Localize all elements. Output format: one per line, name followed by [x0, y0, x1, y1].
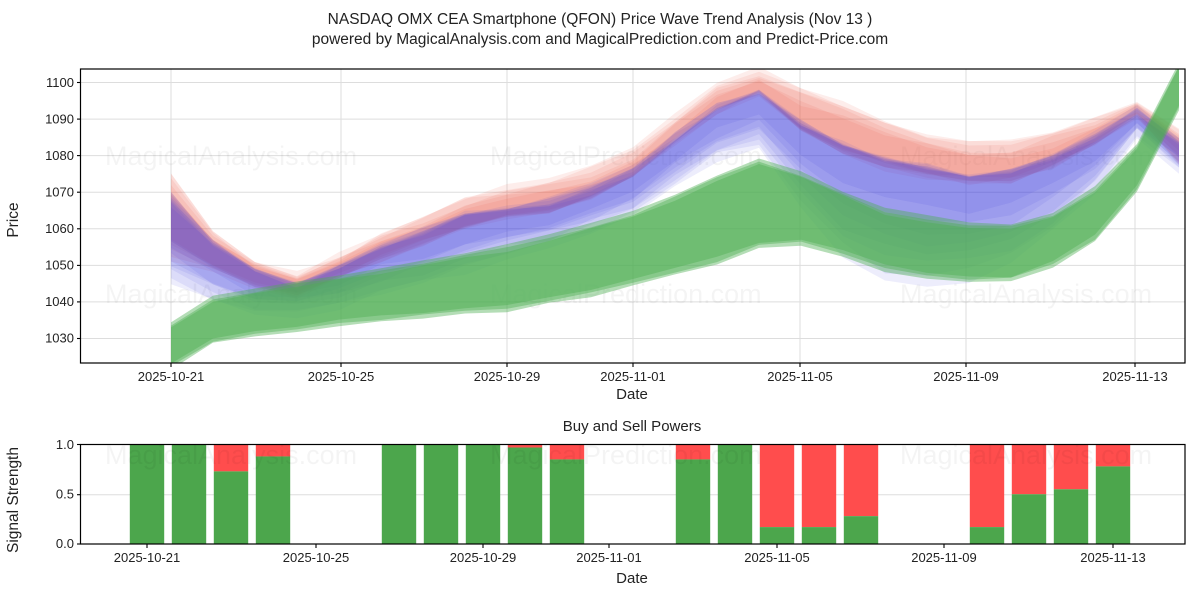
svg-text:1040: 1040 [45, 294, 74, 309]
svg-text:2025-10-21: 2025-10-21 [114, 550, 181, 565]
svg-text:1080: 1080 [45, 148, 74, 163]
svg-text:1030: 1030 [45, 331, 74, 346]
svg-text:Price: Price [5, 202, 22, 237]
svg-text:2025-11-01: 2025-11-01 [600, 369, 666, 384]
svg-text:1090: 1090 [45, 112, 74, 127]
svg-text:2025-10-21: 2025-10-21 [138, 369, 205, 384]
svg-text:2025-10-25: 2025-10-25 [308, 369, 375, 384]
svg-text:2025-10-25: 2025-10-25 [283, 550, 350, 565]
svg-text:2025-11-13: 2025-11-13 [1102, 369, 1168, 384]
svg-text:2025-10-29: 2025-10-29 [450, 550, 517, 565]
svg-text:1070: 1070 [45, 185, 74, 200]
svg-text:Buy and Sell Powers: Buy and Sell Powers [563, 418, 701, 435]
svg-text:0.0: 0.0 [56, 536, 74, 551]
svg-text:2025-11-09: 2025-11-09 [933, 369, 999, 384]
svg-text:0.5: 0.5 [56, 487, 74, 502]
svg-text:MagicalAnalysis.com: MagicalAnalysis.com [105, 141, 357, 171]
svg-text:1100: 1100 [46, 75, 74, 90]
svg-text:Date: Date [616, 570, 648, 587]
svg-text:2025-11-05: 2025-11-05 [744, 550, 810, 565]
svg-text:1050: 1050 [45, 258, 74, 273]
svg-text:2025-10-29: 2025-10-29 [474, 369, 541, 384]
svg-text:2025-11-01: 2025-11-01 [576, 550, 642, 565]
svg-text:Date: Date [616, 386, 648, 403]
svg-text:1.0: 1.0 [56, 437, 74, 452]
svg-text:2025-11-09: 2025-11-09 [911, 550, 977, 565]
svg-text:Signal Strength: Signal Strength [5, 447, 22, 553]
svg-text:2025-11-05: 2025-11-05 [767, 369, 833, 384]
svg-text:2025-11-13: 2025-11-13 [1080, 550, 1146, 565]
svg-text:1060: 1060 [45, 221, 74, 236]
